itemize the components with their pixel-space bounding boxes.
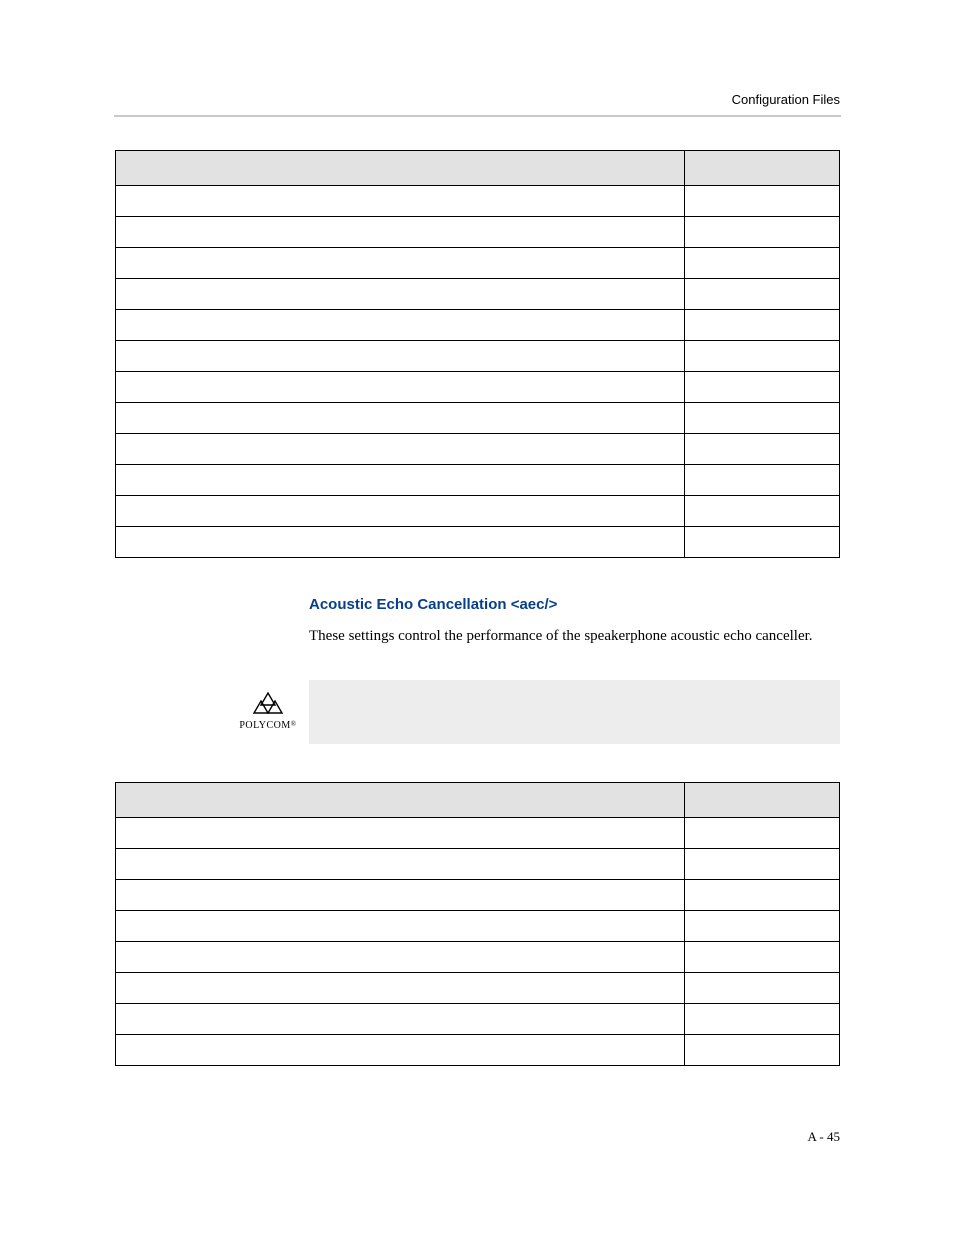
table-header-cell bbox=[684, 783, 839, 818]
polycom-logo-icon bbox=[253, 692, 283, 718]
table-row bbox=[116, 1035, 840, 1066]
table-row bbox=[116, 818, 840, 849]
table-row bbox=[116, 248, 840, 279]
table-row bbox=[116, 973, 840, 1004]
table-row bbox=[116, 372, 840, 403]
attributes-table-2 bbox=[115, 782, 840, 1066]
table-row bbox=[116, 880, 840, 911]
table-row bbox=[116, 911, 840, 942]
table-row bbox=[116, 849, 840, 880]
table-row bbox=[116, 465, 840, 496]
table-row bbox=[116, 1004, 840, 1035]
table-header-cell bbox=[116, 151, 685, 186]
page: Configuration Files Acoustic Echo Cancel… bbox=[0, 0, 954, 1235]
table-row bbox=[116, 310, 840, 341]
table-row bbox=[116, 403, 840, 434]
attributes-table-1 bbox=[115, 150, 840, 558]
section-heading: Acoustic Echo Cancellation <aec/> bbox=[309, 596, 557, 613]
table-row bbox=[116, 279, 840, 310]
table-header-cell bbox=[684, 151, 839, 186]
header-rule bbox=[114, 115, 841, 117]
table-header-row bbox=[116, 151, 840, 186]
page-number: A - 45 bbox=[808, 1129, 841, 1145]
table-row bbox=[116, 527, 840, 558]
table-row bbox=[116, 496, 840, 527]
note-callout bbox=[309, 680, 840, 744]
header-section-label: Configuration Files bbox=[732, 92, 840, 107]
table-row bbox=[116, 341, 840, 372]
polycom-logo: POLYCOM® bbox=[238, 692, 298, 731]
table-header-cell bbox=[116, 783, 685, 818]
table-row bbox=[116, 217, 840, 248]
table-row bbox=[116, 434, 840, 465]
table-row bbox=[116, 186, 840, 217]
section-body-text: These settings control the performance o… bbox=[309, 626, 839, 646]
table-row bbox=[116, 942, 840, 973]
table-header-row bbox=[116, 783, 840, 818]
polycom-logo-text: POLYCOM® bbox=[238, 720, 298, 731]
